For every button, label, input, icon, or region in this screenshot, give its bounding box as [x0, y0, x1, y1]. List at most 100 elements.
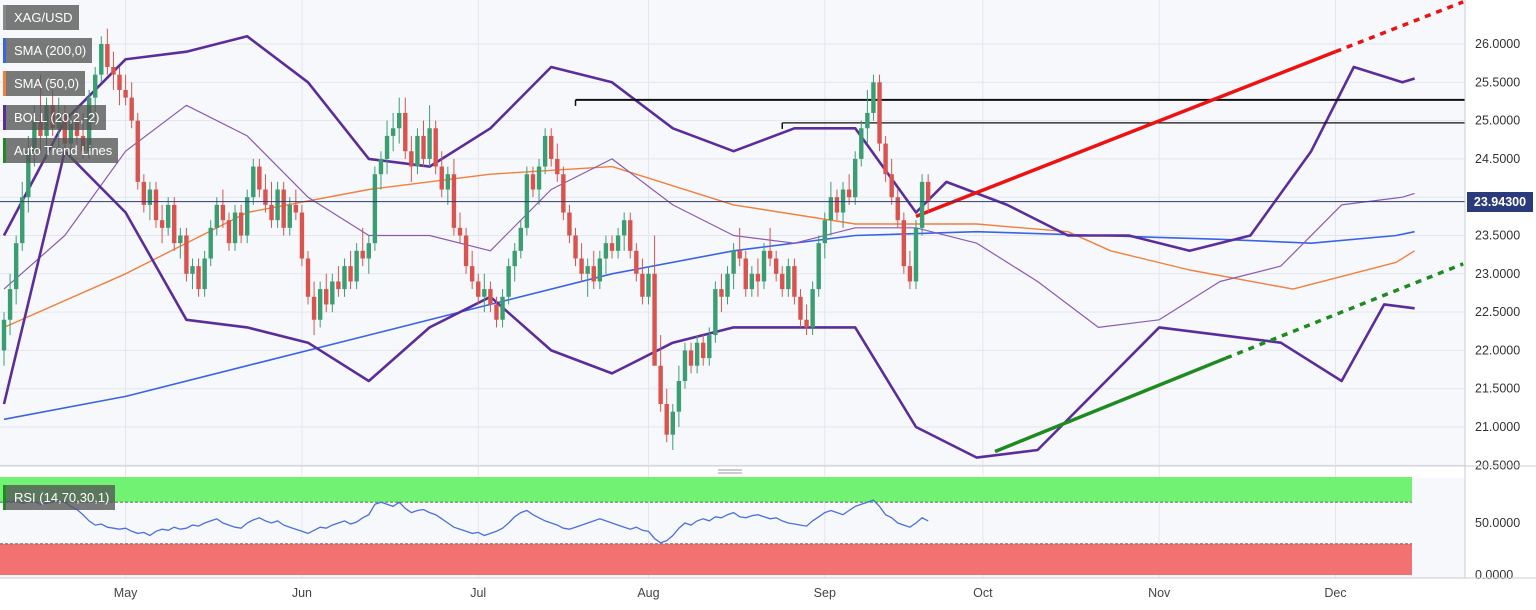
candle-body [257, 166, 262, 190]
candle-body [354, 250, 359, 282]
x-tick-label: Jun [292, 586, 312, 600]
legend-item-bollinger[interactable]: BOLL (20,2,-2) [3, 105, 106, 130]
candle-body [311, 296, 317, 320]
candle-body [427, 128, 432, 159]
candle-body [877, 82, 882, 144]
candle-body [512, 250, 517, 267]
legend-item-trend-lines[interactable]: Auto Trend Lines [3, 138, 119, 163]
candle-body [804, 319, 809, 328]
candle-body [469, 266, 475, 282]
candle-body [482, 289, 487, 297]
candle-body [13, 243, 19, 290]
candle-body [713, 289, 718, 336]
candle-body [749, 273, 755, 290]
candle-body [111, 66, 116, 75]
candle-body [658, 365, 663, 405]
candle-body [1, 319, 7, 351]
candle-body [907, 266, 913, 282]
candle-body [232, 212, 238, 244]
candle-body [676, 381, 682, 412]
candle-body [530, 174, 536, 190]
candle-body [135, 120, 140, 182]
candle-body [591, 266, 596, 282]
candle-body [792, 266, 797, 297]
candle-body [202, 258, 207, 290]
candle-body [798, 296, 803, 320]
legend-item-rsi[interactable]: RSI (14,70,30,1) [3, 485, 116, 510]
candle-body [889, 174, 894, 198]
bollinger-upper-line [2, 35, 1415, 253]
candle-body [603, 243, 609, 259]
y-tick-label: 21.5000 [1475, 382, 1520, 396]
legend-item-sma50[interactable]: SMA (50,0) [3, 71, 86, 96]
candle-body [670, 411, 675, 435]
candle-body [476, 281, 481, 297]
candle-body [567, 212, 572, 236]
rsi-tick-label: 50.0000 [1475, 516, 1520, 530]
candle-body [506, 266, 511, 297]
candle-body [840, 189, 846, 213]
bollinger-lower-line [2, 149, 1415, 459]
resistance-trend-line [915, 50, 1337, 218]
x-tick-label: Nov [1148, 586, 1171, 600]
candle-body [846, 189, 852, 198]
candle-body [93, 74, 98, 98]
candle-body [214, 204, 219, 228]
candle-body [421, 135, 426, 159]
candle-body [123, 89, 128, 98]
candle-body [269, 204, 274, 221]
candle-body [26, 151, 31, 198]
candle-body [305, 258, 311, 297]
rsi-line [3, 499, 929, 544]
y-tick-label: 23.0000 [1475, 267, 1520, 281]
candle-body [743, 258, 748, 290]
candle-body [871, 82, 876, 113]
candle-body [913, 227, 919, 282]
candle-body [682, 350, 688, 382]
candle-body [652, 273, 657, 366]
candle-body [366, 243, 371, 259]
candle-body [32, 120, 37, 152]
candle-body [184, 235, 189, 274]
y-tick-label: 20.5000 [1475, 458, 1520, 472]
candle-body [378, 158, 384, 175]
candle-body [694, 342, 700, 366]
candle-body [129, 97, 134, 121]
candle-body [99, 44, 104, 75]
legend-item-sma200[interactable]: SMA (200,0) [3, 38, 93, 63]
candle-body [780, 273, 785, 290]
candle-body [816, 243, 821, 290]
y-tick-label: 21.0000 [1475, 420, 1520, 434]
x-tick-label: Aug [637, 586, 659, 600]
candle-body [415, 135, 420, 167]
candle-body [883, 143, 888, 175]
candle-body [263, 189, 268, 205]
candle-body [190, 266, 195, 274]
candle-body [275, 189, 280, 221]
candle-body [165, 204, 171, 228]
legend-item-symbol[interactable]: XAG/USD [3, 5, 79, 30]
sma50-line [3, 165, 1415, 329]
candle-body [585, 266, 590, 274]
candle-body [299, 212, 305, 259]
candle-body [786, 266, 791, 290]
candle-body [719, 289, 724, 297]
candle-body [208, 227, 213, 259]
x-tick-label: Sep [814, 586, 836, 600]
candle-body [579, 258, 584, 274]
candle-body [767, 250, 773, 259]
rsi-panel [0, 477, 1412, 575]
candle-body [226, 220, 232, 244]
candle-body [609, 243, 615, 251]
support-trend-line [994, 356, 1227, 454]
candle-body [773, 258, 779, 274]
indicator-lines [2, 35, 1415, 459]
y-tick-label: 24.5000 [1475, 152, 1520, 166]
candle-body [828, 197, 834, 221]
candle-body [536, 166, 542, 190]
candlestick-series [0, 28, 1465, 450]
candle-body [561, 174, 566, 213]
y-tick-label: 26.0000 [1475, 37, 1520, 51]
